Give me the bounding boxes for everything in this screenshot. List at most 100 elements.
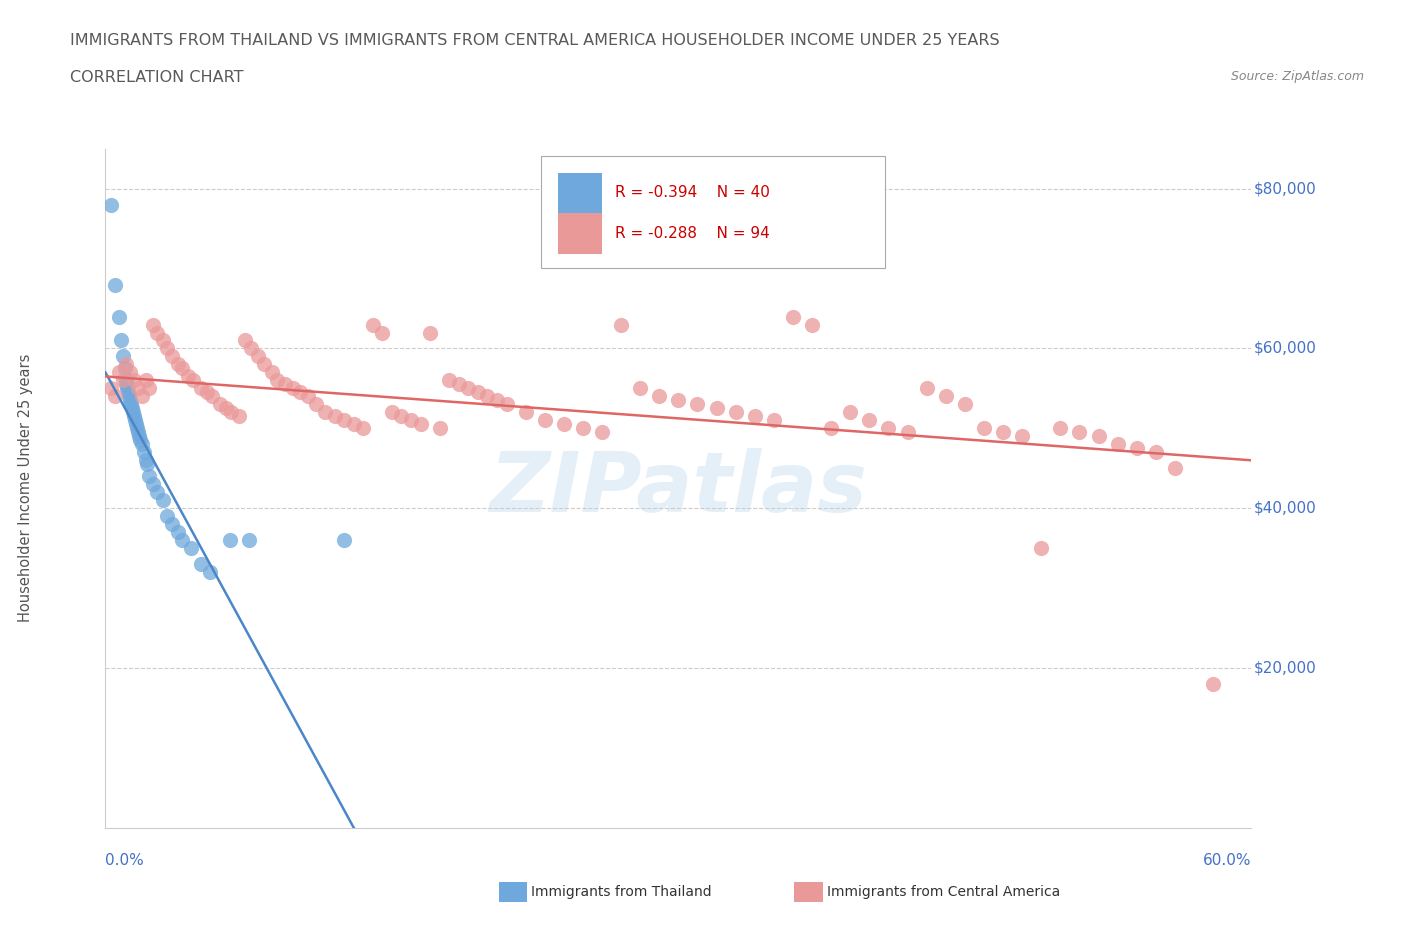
Point [170,361,193,376]
Point [457,381,479,396]
Point [190,381,212,396]
Point [381,405,404,419]
Point [238,533,260,548]
Point [533,413,555,428]
Point [239,341,262,356]
Point [128,432,150,447]
Point [208,397,231,412]
Point [111,373,134,388]
Point [131,437,153,452]
Point [1069,425,1091,440]
Point [1031,540,1053,555]
Point [108,365,131,379]
Point [110,333,132,348]
Point [477,389,499,404]
Point [352,421,374,436]
Point [361,317,384,332]
Point [591,425,613,440]
Text: R = -0.394    N = 40: R = -0.394 N = 40 [616,185,770,201]
Point [100,381,122,396]
Point [935,389,957,404]
Point [1125,441,1147,456]
FancyBboxPatch shape [541,155,884,268]
Point [281,381,304,396]
Point [628,381,651,396]
Point [200,565,222,579]
Point [162,517,184,532]
Point [136,457,159,472]
Point [215,401,238,416]
Point [122,409,145,424]
Point [343,417,366,432]
Point [266,373,288,388]
Point [128,429,150,444]
Point [142,477,165,492]
Point [247,349,270,364]
Text: $60,000: $60,000 [1254,341,1316,356]
Point [1164,461,1187,476]
Point [104,389,127,404]
Point [1202,676,1225,691]
Point [155,341,177,356]
Point [839,405,862,419]
Point [167,357,190,372]
Point [120,393,142,408]
Bar [558,173,602,213]
Text: $80,000: $80,000 [1254,181,1316,196]
Point [1144,445,1167,459]
Text: Householder Income Under 25 years: Householder Income Under 25 years [18,354,32,622]
Point [228,409,250,424]
Point [391,409,413,424]
Point [108,309,131,324]
Point [104,277,127,292]
Point [152,493,174,508]
Point [820,421,842,436]
Point [260,365,283,379]
Point [1011,429,1033,444]
Point [495,397,517,412]
Point [122,373,145,388]
Text: 60.0%: 60.0% [1204,853,1251,868]
Point [290,385,312,400]
Point [118,389,141,404]
Bar [558,213,602,254]
Point [314,405,336,419]
Point [706,401,728,416]
Point [1087,429,1109,444]
Point [333,533,356,548]
Text: $40,000: $40,000 [1254,500,1316,516]
Point [648,389,671,404]
Point [115,357,138,372]
Point [323,409,346,424]
Point [553,417,575,432]
Point [162,349,184,364]
Point [686,397,709,412]
Point [131,389,153,404]
Point [915,381,938,396]
Point [744,409,766,424]
Point [419,326,441,340]
Point [515,405,537,419]
Point [127,425,149,440]
Point [858,413,880,428]
Point [610,317,633,332]
Point [973,421,995,436]
Point [447,377,470,392]
Point [155,509,177,524]
Point [1049,421,1071,436]
Point [953,397,976,412]
Text: $20,000: $20,000 [1254,660,1316,675]
Point [114,361,136,376]
Point [117,385,139,400]
Point [142,317,165,332]
Point [170,533,193,548]
Point [120,365,142,379]
Point [485,393,508,408]
Point [100,197,122,212]
Point [138,381,160,396]
Point [666,393,689,408]
Text: Source: ZipAtlas.com: Source: ZipAtlas.com [1230,70,1364,83]
Point [181,373,204,388]
Point [195,385,218,400]
Point [782,309,804,324]
